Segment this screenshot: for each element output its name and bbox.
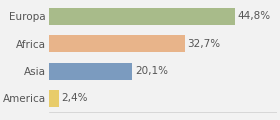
- Bar: [49, 90, 59, 107]
- Text: 20,1%: 20,1%: [135, 66, 168, 76]
- Text: 32,7%: 32,7%: [188, 39, 221, 49]
- Bar: [49, 35, 185, 52]
- Bar: [49, 63, 132, 80]
- Bar: [49, 8, 235, 25]
- Text: 2,4%: 2,4%: [62, 93, 88, 103]
- Text: 44,8%: 44,8%: [238, 11, 271, 21]
